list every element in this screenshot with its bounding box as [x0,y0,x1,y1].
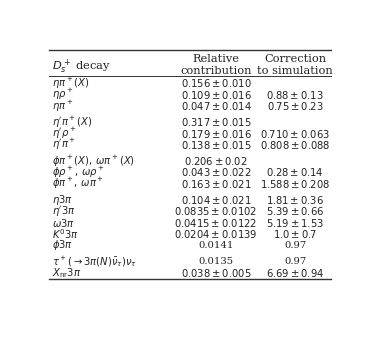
Text: $\phi\pi^+,\,\omega\pi^+$: $\phi\pi^+,\,\omega\pi^+$ [52,176,104,191]
Text: $\phi 3\pi$: $\phi 3\pi$ [52,238,73,252]
Text: $\phi\rho^+,\,\omega\rho^+$: $\phi\rho^+,\,\omega\rho^+$ [52,165,105,180]
Text: $0.710 \pm 0.063$: $0.710 \pm 0.063$ [260,127,330,139]
Text: $0.109 \pm 0.016$: $0.109 \pm 0.016$ [181,88,252,101]
Text: 0.0141: 0.0141 [198,241,234,250]
Text: $\eta^\prime\pi^+(X)$: $\eta^\prime\pi^+(X)$ [52,115,92,130]
Text: $0.156 \pm 0.010$: $0.156 \pm 0.010$ [181,78,252,89]
Text: $0.808 \pm 0.088$: $0.808 \pm 0.088$ [260,139,330,151]
Text: $\eta 3\pi$: $\eta 3\pi$ [52,193,73,207]
Text: $\eta\pi^+(X)$: $\eta\pi^+(X)$ [52,76,90,91]
Text: $0.038 \pm 0.005$: $0.038 \pm 0.005$ [181,267,251,279]
Text: 0.0135: 0.0135 [198,257,234,266]
Text: $\omega 3\pi$: $\omega 3\pi$ [52,217,75,229]
Text: $\eta^\prime 3\pi$: $\eta^\prime 3\pi$ [52,204,76,218]
Text: $0.317 \pm 0.015$: $0.317 \pm 0.015$ [181,116,251,128]
Text: $\eta^\prime\pi^+$: $\eta^\prime\pi^+$ [52,137,76,152]
Text: $K^0 3\pi$: $K^0 3\pi$ [52,227,79,241]
Text: $0.047 \pm 0.014$: $0.047 \pm 0.014$ [181,100,252,112]
Text: $0.28 \pm 0.14$: $0.28 \pm 0.14$ [266,166,324,178]
Text: Correction
to simulation: Correction to simulation [257,54,333,76]
Text: $0.88 \pm 0.13$: $0.88 \pm 0.13$ [266,88,324,101]
Text: $0.75 \pm 0.23$: $0.75 \pm 0.23$ [267,100,324,112]
Text: $0.179 \pm 0.016$: $0.179 \pm 0.016$ [181,127,252,139]
Text: Relative
contribution: Relative contribution [180,54,252,76]
Text: $5.39 \pm 0.66$: $5.39 \pm 0.66$ [266,205,324,217]
Text: $0.163 \pm 0.021$: $0.163 \pm 0.021$ [181,178,251,190]
Text: $0.043 \pm 0.022$: $0.043 \pm 0.022$ [181,166,251,178]
Text: $0.0835 \pm 0.0102$: $0.0835 \pm 0.0102$ [174,205,257,217]
Text: $D_s^+$ decay: $D_s^+$ decay [52,57,111,76]
Text: $X_{\rm nr}3\pi$: $X_{\rm nr}3\pi$ [52,266,82,280]
Text: $1.588 \pm 0.208$: $1.588 \pm 0.208$ [260,178,330,190]
Text: $\eta\pi^+$: $\eta\pi^+$ [52,98,73,114]
Text: $0.104 \pm 0.021$: $0.104 \pm 0.021$ [181,194,251,206]
Text: $0.138 \pm 0.015$: $0.138 \pm 0.015$ [181,139,251,151]
Text: 0.97: 0.97 [284,257,306,266]
Text: $0.0204 \pm 0.0139$: $0.0204 \pm 0.0139$ [174,228,258,240]
Text: $0.0415 \pm 0.0122$: $0.0415 \pm 0.0122$ [174,217,257,229]
Text: $1.81 \pm 0.36$: $1.81 \pm 0.36$ [266,194,324,206]
Text: $6.69 \pm 0.94$: $6.69 \pm 0.94$ [266,267,324,279]
Text: 0.97: 0.97 [284,241,306,250]
Text: $\phi\pi^+(X),\,\omega\pi^+(X)$: $\phi\pi^+(X),\,\omega\pi^+(X)$ [52,154,135,169]
Text: $\eta\rho^+$: $\eta\rho^+$ [52,87,74,102]
Text: $5.19 \pm 1.53$: $5.19 \pm 1.53$ [266,217,324,229]
Text: $\tau^+(\to 3\pi(N)\bar{\nu}_\tau)\nu_\tau$: $\tau^+(\to 3\pi(N)\bar{\nu}_\tau)\nu_\t… [52,254,137,269]
Text: $\eta^\prime\rho^+$: $\eta^\prime\rho^+$ [52,126,76,141]
Text: $1.0 \pm 0.7$: $1.0 \pm 0.7$ [273,228,317,240]
Text: $0.206 \pm 0.02$: $0.206 \pm 0.02$ [184,155,248,167]
